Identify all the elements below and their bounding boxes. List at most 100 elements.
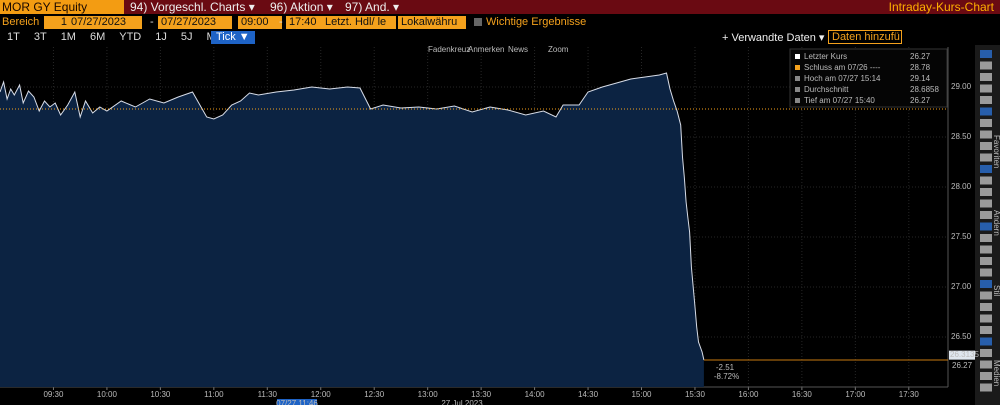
tool-icon	[980, 61, 992, 70]
annotation: -8.72%	[714, 372, 739, 381]
tool-icon	[980, 326, 992, 334]
menu[interactable]: 96) Aktion ▾	[270, 0, 333, 14]
menu[interactable]: 97) And. ▾	[345, 0, 400, 14]
period-button[interactable]: 6M	[89, 31, 106, 43]
period-bar: 1T3T1M6MYTD1J5JMax.	[0, 31, 237, 44]
menu[interactable]: 94) Vorgeschl. Charts ▾	[130, 0, 255, 14]
y-tick-label: 27.50	[951, 232, 972, 241]
period-button[interactable]: YTD	[119, 31, 142, 43]
x-tick-label: 14:00	[525, 390, 546, 399]
tool-icon	[980, 234, 992, 242]
label: -	[279, 16, 283, 28]
chart-tool: News	[508, 45, 528, 54]
input[interactable]: 17:40	[286, 16, 322, 29]
legend-value: 26.27	[910, 52, 931, 61]
legend-swatch	[795, 65, 800, 70]
y-tick-label: 27.00	[951, 282, 972, 291]
tool-icon	[980, 142, 992, 150]
tool-icon	[980, 107, 992, 116]
tool-icon	[980, 291, 992, 300]
checkbox[interactable]	[474, 18, 482, 26]
tool-icon	[980, 73, 992, 81]
x-tick-label: 09:30	[43, 390, 64, 399]
chart: 26.50 27.00 27.50 28.00 28.50 29.00 09:30 10:00…	[0, 45, 1000, 405]
side-label: Favoriten	[992, 135, 1000, 168]
y-tick-label: 29.00	[951, 82, 972, 91]
x-tick-label: 11:00	[204, 390, 224, 399]
x-tick-label: 15:30	[685, 390, 706, 399]
x-tick-label: 13:00	[418, 390, 439, 399]
tool-icon	[980, 119, 992, 127]
x-tick-label: 12:00	[311, 390, 332, 399]
legend-value: 28.6858	[910, 85, 939, 94]
dropdown[interactable]: Letzt. Hdl/ le	[322, 16, 396, 29]
cursor-box	[277, 399, 317, 405]
tool-icon	[980, 153, 992, 162]
dropdown[interactable]: Lokalwähru	[398, 16, 466, 29]
period-button[interactable]: 3T	[33, 31, 47, 43]
x-tick-label: 14:30	[578, 390, 599, 399]
tool-icon	[980, 176, 992, 185]
x-tick-label: 10:30	[150, 390, 171, 399]
tool-icon	[980, 96, 992, 104]
x-axis-label: 27 Jul 2023	[441, 399, 483, 405]
input[interactable]: 09:00	[238, 16, 282, 29]
area	[0, 73, 704, 387]
x-tick-label: 15:00	[631, 390, 652, 399]
chart-tool: Zoom	[548, 45, 569, 54]
button[interactable]: Tick ▼	[211, 31, 255, 44]
x-tick-label: 17:00	[845, 390, 866, 399]
y-tick-label: 26.50	[951, 332, 972, 341]
tool-icon	[980, 268, 992, 277]
cursor-label: 07/27 11:46	[276, 399, 318, 405]
legend-name: Hoch am 07/27 15:14	[804, 74, 881, 83]
tool-icon	[980, 84, 992, 93]
legend-box	[789, 48, 948, 108]
side-label: Stil	[992, 285, 1000, 296]
period-button[interactable]: 1M	[60, 31, 76, 43]
input[interactable]: 1	[44, 16, 70, 29]
legend-value: 26.27	[910, 96, 931, 105]
chart-tool: Fadenkreuz	[428, 45, 470, 54]
label: -	[150, 16, 154, 28]
legend-swatch	[795, 76, 800, 81]
screen-title: Intraday-Kurs-Chart	[888, 0, 994, 14]
legend-swatch	[795, 98, 800, 103]
tool-icon	[980, 199, 992, 208]
period-button[interactable]: 1J	[155, 31, 167, 43]
button[interactable]: + Verwandte Daten ▾	[722, 32, 825, 44]
period-button[interactable]: 1T	[7, 31, 20, 43]
tool-icon	[980, 245, 992, 254]
button[interactable]: Daten hinzufü	[828, 30, 902, 44]
chart-tool: Anmerken	[468, 45, 504, 54]
period-button[interactable]: 5J	[180, 31, 193, 43]
legend-value: 28.78	[910, 63, 931, 72]
tool-icon	[980, 257, 992, 265]
tool-icon	[980, 280, 992, 288]
legend-name: Letzter Kurs	[804, 52, 847, 61]
tool-icon	[980, 188, 992, 196]
x-tick-label: 12:30	[364, 390, 385, 399]
input[interactable]: 07/27/2023	[158, 16, 232, 29]
x-tick-label: 13:30	[471, 390, 492, 399]
tool-icon	[980, 303, 992, 311]
legend-swatch	[795, 87, 800, 92]
ticker[interactable]: MOR GY Equity	[0, 0, 124, 14]
x-tick-label: 16:00	[738, 390, 759, 399]
side-label: Medien	[992, 360, 1000, 386]
tool-icon	[980, 349, 992, 357]
tool-icon	[980, 360, 992, 369]
label: Bereich	[2, 16, 40, 28]
legend-name: Schluss am 07/26 ----	[804, 63, 881, 72]
price-tag-label: 26.27	[952, 361, 973, 370]
annotation: -2.51	[716, 363, 735, 372]
label: Wichtige Ergebnisse	[486, 16, 587, 28]
price-line	[0, 72, 705, 361]
tool-icon	[980, 383, 992, 392]
legend-swatch	[795, 54, 800, 59]
tool-icon	[980, 337, 992, 346]
input[interactable]: 07/27/2023	[68, 16, 142, 29]
tool-icon	[980, 314, 992, 323]
x-tick-label: 17:30	[899, 390, 920, 399]
